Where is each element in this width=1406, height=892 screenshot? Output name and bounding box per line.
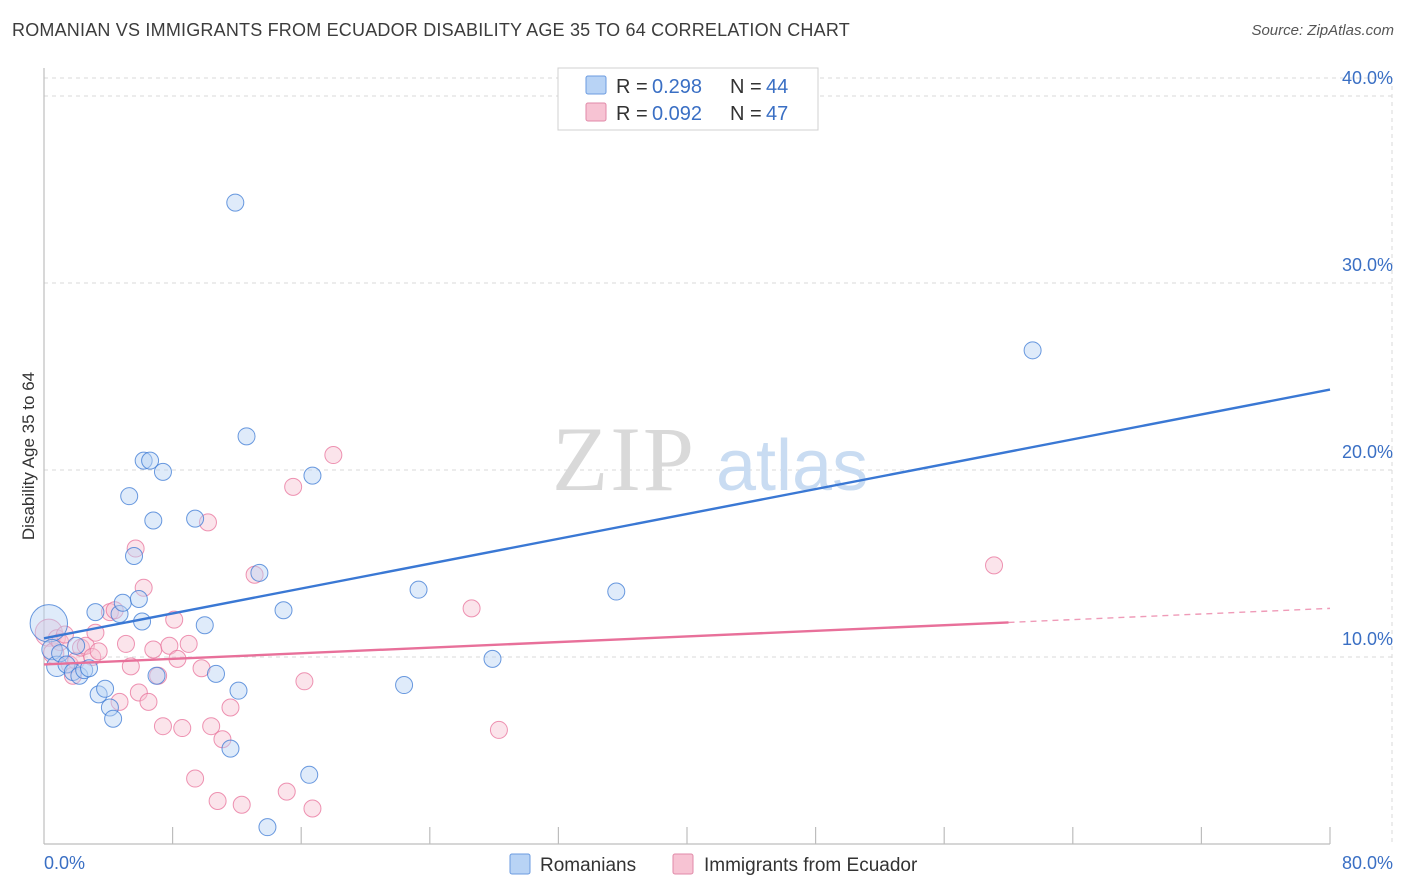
ecuador-point [129, 683, 148, 702]
ecuador-point [186, 769, 205, 788]
romanians-point [483, 649, 502, 668]
romanians-point [258, 818, 277, 837]
legend-r-value-ecuador: 0.092 [652, 103, 702, 125]
top-legend: R = 0.298 N = 44 R = 0.092 N = 47 [557, 67, 819, 131]
romanians-point [29, 604, 69, 643]
ecuador-point [202, 717, 221, 736]
ecuador-point [295, 672, 314, 691]
romanians-point [250, 563, 269, 582]
romanians-point [100, 698, 119, 717]
ecuador-point [116, 634, 135, 653]
ecuador-point [303, 799, 322, 818]
bottom-legend-label-romanians: Romanians [540, 855, 636, 876]
romanians-point [195, 616, 214, 635]
ecuador-point [126, 539, 145, 558]
romanians-point [67, 636, 86, 655]
y-tick-label: 20.0% [1342, 442, 1393, 462]
y-tick-label: 10.0% [1342, 629, 1393, 649]
legend-swatch-romanians [585, 75, 607, 95]
legend-n-label-ecuador: N = [730, 103, 762, 125]
romanians-point [1023, 341, 1042, 360]
romanians-point [104, 709, 123, 728]
tick-layer: 10.0% 20.0% 30.0% 40.0% 0.0% 80.0% [44, 68, 1393, 873]
ecuador-point [110, 692, 129, 711]
y-axis-label: Disability Age 35 to 64 [19, 372, 38, 540]
romanians-point [303, 466, 322, 485]
ecuador-point [232, 795, 251, 814]
romanians-point [395, 676, 414, 695]
romanians-point [125, 547, 144, 566]
romanians-point [221, 739, 240, 758]
watermark-zip: ZIP [552, 408, 696, 510]
legend-n-value-romanians: 44 [766, 76, 788, 98]
watermark: ZIP atlas [552, 408, 868, 510]
ecuador-point [139, 692, 158, 711]
bottom-legend-swatch-romanians [509, 853, 531, 875]
trend-layer [43, 388, 1331, 666]
legend-r-label-romanians: R = [616, 76, 648, 98]
legend-n-value-ecuador: 47 [766, 103, 788, 125]
romanians-point [274, 601, 293, 620]
bottom-legend-label-ecuador: Immigrants from Ecuador [704, 855, 918, 876]
romanians-point [134, 451, 153, 470]
ecuador-point [153, 717, 172, 736]
romanians-point [409, 580, 428, 599]
ecuador-point [462, 599, 481, 618]
ecuador-point [63, 666, 82, 685]
points-layer [29, 193, 1042, 837]
ecuador-point [489, 720, 508, 739]
ecuador-point [144, 640, 163, 659]
romanians-point [237, 427, 256, 446]
romanians-point [120, 487, 139, 506]
romanians-point [80, 659, 99, 678]
x-tick-label: 0.0% [44, 853, 85, 873]
romanians-point [147, 666, 166, 685]
ecuador-point [179, 634, 198, 653]
ecuador-point [165, 610, 184, 629]
ecuador-point [324, 446, 343, 465]
ecuador-point [284, 477, 303, 496]
ecuador-trendline-extension [1008, 607, 1331, 624]
romanians-point [607, 582, 626, 601]
romanians-trendline [43, 388, 1331, 640]
romanians-point [129, 590, 148, 609]
y-tick-label: 30.0% [1342, 255, 1393, 275]
romanians-point [229, 681, 248, 700]
bottom-legend-swatch-ecuador [672, 853, 694, 875]
romanians-point [226, 193, 245, 212]
y-tick-label: 40.0% [1342, 68, 1393, 88]
ecuador-point [160, 636, 179, 655]
legend-r-label-ecuador: R = [616, 103, 648, 125]
ecuador-trendline [43, 621, 1009, 666]
ecuador-point [173, 719, 192, 738]
romanians-point [207, 664, 226, 683]
romanians-point [96, 679, 115, 698]
romanians-point [51, 644, 70, 663]
legend-swatch-ecuador [585, 102, 607, 122]
romanians-point [186, 509, 205, 528]
ecuador-point [277, 782, 296, 801]
romanians-point [86, 603, 105, 622]
romanians-point [141, 451, 160, 470]
ecuador-point [89, 642, 108, 661]
x-tick-label: 80.0% [1342, 853, 1393, 873]
ecuador-point [985, 556, 1004, 575]
romanians-point [153, 462, 172, 481]
romanians-point [144, 511, 163, 530]
ecuador-point [134, 578, 153, 597]
legend-n-label-romanians: N = [730, 76, 762, 98]
chart-source: Source: ZipAtlas.com [1251, 22, 1394, 39]
bottom-legend: Romanians Immigrants from Ecuador [509, 853, 918, 876]
ecuador-point [221, 698, 240, 717]
romanians-point [113, 593, 132, 612]
romanians-point [300, 765, 319, 784]
chart-title: ROMANIAN VS IMMIGRANTS FROM ECUADOR DISA… [12, 20, 850, 40]
ecuador-point [121, 657, 140, 676]
legend-r-value-romanians: 0.298 [652, 76, 702, 98]
ecuador-point [208, 791, 227, 810]
romanians-point [70, 666, 89, 685]
